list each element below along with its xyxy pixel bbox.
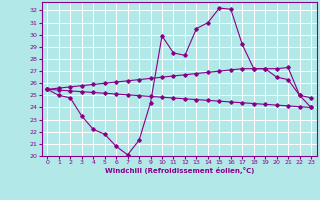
X-axis label: Windchill (Refroidissement éolien,°C): Windchill (Refroidissement éolien,°C) — [105, 167, 254, 174]
